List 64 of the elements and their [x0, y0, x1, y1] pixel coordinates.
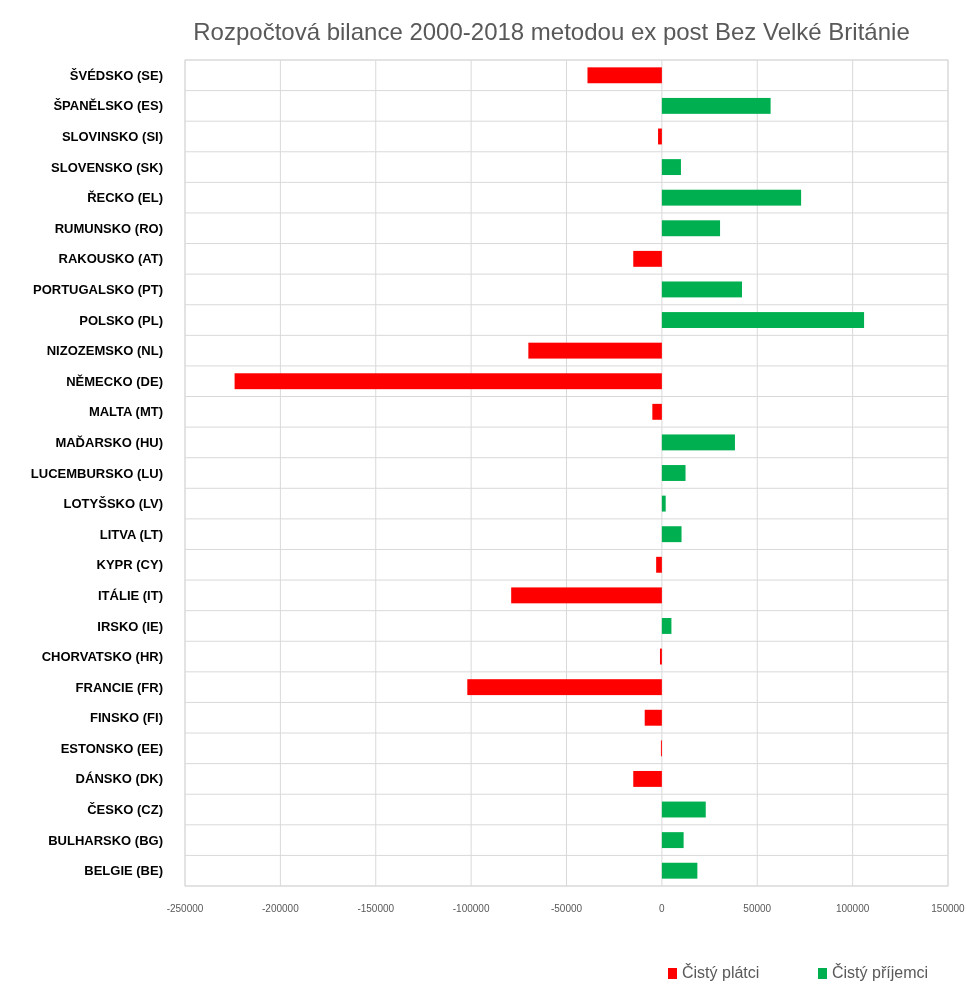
bar [511, 587, 662, 604]
y-tick-label: LUCEMBURSKO (LU) [30, 465, 163, 481]
x-tick-label: -100000 [452, 903, 490, 914]
bar [467, 679, 662, 696]
y-tick-label: RAKOUSKO (AT) [58, 251, 163, 267]
chart-title: Rozpočtová bilance 2000-2018 metodou ex post Bez Velké Británie [193, 18, 910, 45]
bar [661, 801, 706, 818]
y-tick-label: SLOVINSKO (SI) [61, 129, 163, 145]
bar [661, 832, 684, 849]
bar [661, 618, 672, 634]
bar [656, 556, 662, 573]
bar [658, 128, 662, 145]
y-tick-label: DÁNSKO (DK) [75, 771, 163, 787]
bar [661, 312, 865, 328]
y-tick-label: POLSKO (PL) [79, 312, 163, 328]
x-tick-label: 50000 [743, 903, 772, 914]
y-tick-label: LOTYŠSKO (LV) [63, 496, 163, 512]
bar [528, 342, 662, 359]
bar [234, 373, 662, 390]
y-tick-label: RUMUNSKO (RO) [54, 220, 163, 236]
bar [661, 189, 802, 206]
x-tick-label: 150000 [931, 903, 966, 914]
x-tick-label: -200000 [262, 903, 300, 914]
bar [661, 220, 721, 237]
y-tick-label: SLOVENSKO (SK) [51, 159, 163, 175]
bar [661, 465, 686, 481]
bar [661, 97, 771, 114]
bar [633, 770, 662, 787]
y-tick-label: CHORVATSKO (HR) [41, 649, 163, 665]
y-tick-label: IRSKO (IE) [97, 618, 163, 634]
y-tick-label: ŠVÉDSKO (SE) [69, 67, 163, 83]
y-tick-label: ITÁLIE (IT) [98, 587, 163, 603]
y-tick-label: PORTUGALSKO (PT) [33, 281, 163, 297]
y-tick-label: NĚMECKO (DE) [66, 373, 163, 389]
bar [661, 281, 742, 298]
bar [661, 434, 735, 451]
bar [661, 526, 682, 543]
y-tick-label: KYPR (CY) [96, 557, 163, 573]
bar [661, 862, 698, 879]
y-tick-label: FRANCIE (FR) [75, 679, 163, 695]
y-tick-label: ŠPANĚLSKO (ES) [53, 98, 163, 114]
y-tick-label: ČESKO (CZ) [87, 802, 163, 818]
x-tick-label: 100000 [835, 903, 870, 914]
x-tick-label: -150000 [357, 903, 395, 914]
y-tick-label: LITVA (LT) [99, 526, 163, 542]
y-tick-label: FINSKO (FI) [90, 710, 163, 726]
legend-label: Čistý příjemci [832, 963, 929, 981]
bar [587, 67, 662, 84]
bar [661, 159, 681, 176]
y-tick-label: ESTONSKO (EE) [60, 740, 163, 756]
bar [644, 709, 662, 726]
x-tick-label: 0 [659, 903, 666, 914]
y-tick-label: BELGIE (BE) [84, 863, 163, 879]
bar [661, 495, 666, 512]
y-tick-label: MAĎARSKO (HU) [55, 434, 163, 450]
legend-label: Čistý plátci [682, 963, 760, 981]
y-tick-label: ŘECKO (EL) [87, 190, 163, 206]
y-tick-label: MALTA (MT) [88, 404, 163, 420]
y-tick-label: BULHARSKO (BG) [48, 832, 163, 848]
bar [633, 250, 662, 267]
x-tick-label: -50000 [550, 903, 583, 914]
x-tick-label: -250000 [166, 903, 204, 914]
y-tick-label: NIZOZEMSKO (NL) [46, 343, 163, 359]
bar [652, 403, 662, 420]
